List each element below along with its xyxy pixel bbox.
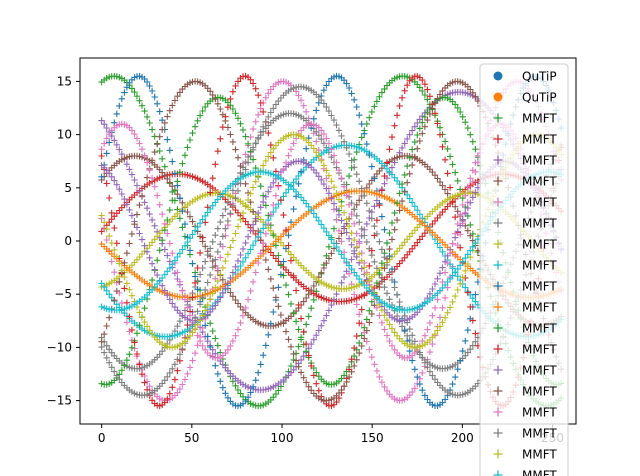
- legend-label: MMFT: [522, 469, 557, 476]
- legend-label: MMFT: [522, 238, 557, 252]
- legend-label: QuTiP: [522, 70, 557, 84]
- legend-plus-marker: [493, 428, 503, 438]
- legend-entry: MMFT: [493, 259, 557, 273]
- legend-circle-marker: [493, 92, 503, 102]
- legend-entry: QuTiP: [493, 91, 557, 105]
- legend-entry: MMFT: [493, 196, 557, 210]
- legend-plus-marker: [493, 365, 503, 375]
- y-tick-label: 0: [64, 234, 72, 248]
- legend-entry: MMFT: [493, 154, 557, 168]
- legend-plus-marker: [493, 113, 503, 123]
- legend-plus-marker: [493, 302, 503, 312]
- legend-entry: MMFT: [493, 469, 557, 476]
- legend: QuTiP QuTiP MMFT MMFT MMFT MMFT MMFT MMFT MMFT MM…: [479, 63, 569, 476]
- legend-label: MMFT: [522, 427, 557, 441]
- legend-entry: MMFT: [493, 280, 557, 294]
- legend-plus-marker: [493, 134, 503, 144]
- legend-plus-marker: [493, 407, 503, 417]
- y-tick-label: −5: [54, 287, 72, 301]
- legend-entry: MMFT: [493, 343, 557, 357]
- legend-plus-marker: [493, 176, 503, 186]
- x-tick-label: 50: [184, 431, 199, 445]
- legend-label: MMFT: [522, 217, 557, 231]
- legend-plus-marker: [493, 449, 503, 459]
- legend-plus-marker: [493, 155, 503, 165]
- y-tick-label: −15: [47, 394, 72, 408]
- legend-label: MMFT: [522, 133, 557, 147]
- legend-plus-marker: [493, 470, 503, 476]
- legend-entry: MMFT: [493, 406, 557, 420]
- legend-entry: MMFT: [493, 385, 557, 399]
- legend-entry: MMFT: [493, 133, 557, 147]
- x-tick-label: 150: [361, 431, 384, 445]
- y-tick-label: 10: [57, 128, 72, 142]
- x-tick-label: 200: [451, 431, 474, 445]
- legend-label: MMFT: [522, 175, 557, 189]
- legend-entry: MMFT: [493, 175, 557, 189]
- legend-entry: MMFT: [493, 112, 557, 126]
- legend-label: QuTiP: [522, 91, 557, 105]
- legend-plus-marker: [493, 344, 503, 354]
- legend-entry: MMFT: [493, 427, 557, 441]
- legend-entry: MMFT: [493, 364, 557, 378]
- legend-label: MMFT: [522, 343, 557, 357]
- legend-plus-marker: [493, 218, 503, 228]
- legend-entry: MMFT: [493, 322, 557, 336]
- legend-entry: MMFT: [493, 448, 557, 462]
- y-tick-label: 5: [64, 181, 72, 195]
- legend-plus-marker: [493, 260, 503, 270]
- legend-plus-marker: [493, 281, 503, 291]
- legend-plus-marker: [493, 386, 503, 396]
- legend-label: MMFT: [522, 406, 557, 420]
- legend-circle-marker: [493, 71, 503, 81]
- legend-label: MMFT: [522, 196, 557, 210]
- legend-label: MMFT: [522, 112, 557, 126]
- x-tick-label: 0: [98, 431, 106, 445]
- legend-plus-marker: [493, 239, 503, 249]
- legend-label: MMFT: [522, 385, 557, 399]
- legend-label: MMFT: [522, 280, 557, 294]
- legend-plus-marker: [493, 197, 503, 207]
- legend-plus-marker: [493, 323, 503, 333]
- legend-label: MMFT: [522, 322, 557, 336]
- y-tick-label: −10: [47, 340, 72, 354]
- legend-label: MMFT: [522, 448, 557, 462]
- legend-label: MMFT: [522, 364, 557, 378]
- legend-label: MMFT: [522, 154, 557, 168]
- x-tick-label: 100: [271, 431, 294, 445]
- legend-frame: [479, 63, 569, 476]
- y-axis: −15 −10 −5 0 5 10 15: [47, 74, 80, 408]
- legend-entry: MMFT: [493, 217, 557, 231]
- legend-entry: MMFT: [493, 301, 557, 315]
- legend-label: MMFT: [522, 301, 557, 315]
- legend-label: MMFT: [522, 259, 557, 273]
- legend-entry: MMFT: [493, 238, 557, 252]
- y-tick-label: 15: [57, 74, 72, 88]
- legend-entry: QuTiP: [493, 70, 557, 84]
